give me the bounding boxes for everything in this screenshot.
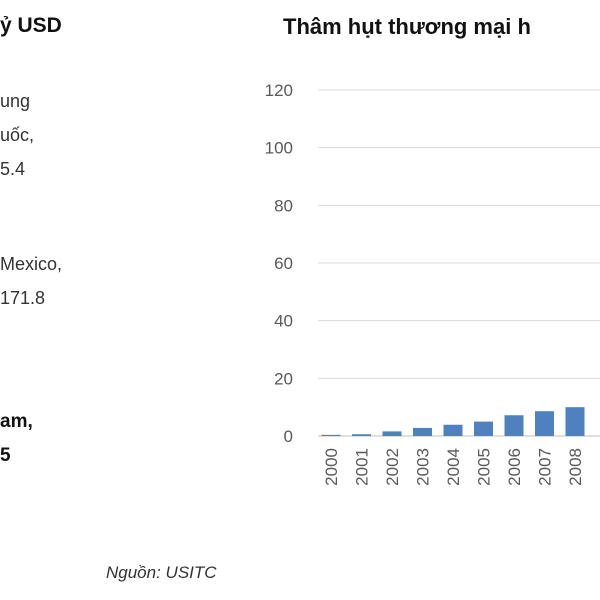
- y-tick-label-80: 80: [274, 196, 293, 215]
- source-note: Nguồn: USITC: [106, 563, 217, 582]
- x-tick-label-2003: 2003: [414, 448, 433, 486]
- x-tick-label-2008: 2008: [566, 448, 585, 486]
- x-tick-label-2007: 2007: [536, 448, 555, 486]
- note-china-line-3: 5.4: [0, 159, 26, 179]
- y-tick-label-60: 60: [274, 254, 293, 273]
- bar-2004: [443, 424, 463, 436]
- bar-2008: [565, 407, 585, 436]
- bar-2000: [321, 434, 341, 436]
- bar-2005: [474, 421, 493, 436]
- note-china-line-2: uốc,: [0, 125, 35, 145]
- left-panel-title: ỷ USD: [0, 14, 62, 37]
- x-tick-label-2001: 2001: [353, 448, 372, 486]
- x-tick-label-2006: 2006: [505, 448, 524, 486]
- bar-2001: [352, 434, 371, 436]
- x-tick-label-2004: 2004: [444, 448, 463, 486]
- bar-2006: [504, 415, 524, 436]
- bar-2007: [535, 411, 554, 436]
- note-mexico: Mexico, 171.8: [0, 247, 62, 315]
- y-tick-label-40: 40: [274, 312, 293, 331]
- bar-2003: [413, 427, 432, 436]
- note-china-line-1: ung: [0, 91, 31, 111]
- chart-title: Thâm hụt thương mại h: [283, 14, 531, 39]
- y-tick-label-120: 120: [265, 81, 293, 100]
- note-china: ung uốc, 5.4: [0, 84, 34, 186]
- x-tick-label-2000: 2000: [322, 448, 341, 486]
- note-mexico-line-1: Mexico,: [0, 254, 63, 274]
- x-tick-label-2005: 2005: [475, 448, 494, 486]
- note-vietnam-line-2: 5: [0, 445, 11, 466]
- bar-2002: [382, 431, 402, 436]
- note-vietnam: am, 5: [0, 405, 33, 473]
- note-vietnam-line-1: am,: [0, 411, 33, 432]
- x-tick-label-2002: 2002: [383, 448, 402, 486]
- y-tick-label-100: 100: [265, 139, 293, 158]
- y-tick-label-20: 20: [274, 369, 293, 388]
- note-mexico-line-2: 171.8: [0, 288, 46, 308]
- y-tick-label-0: 0: [284, 427, 293, 446]
